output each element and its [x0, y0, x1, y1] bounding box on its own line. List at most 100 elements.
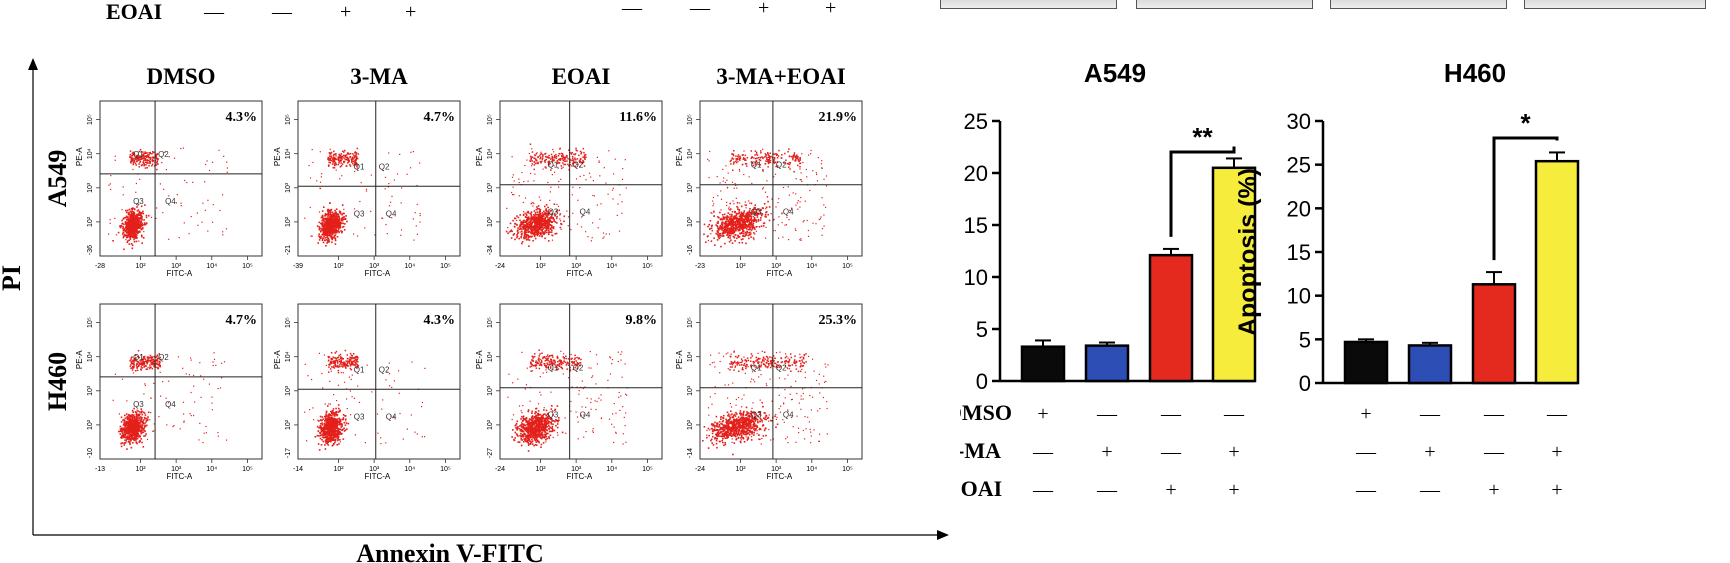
y-tick-label: 10² [87, 216, 94, 227]
bar [1343, 340, 1389, 385]
treatment-sign: + [1228, 479, 1239, 501]
y-tick-label: 5 [1299, 327, 1311, 352]
quadrant-label: Q2 [379, 365, 390, 374]
y-tick-label: 10⁴ [285, 351, 292, 362]
y-tick-label: 10⁵ [487, 114, 494, 125]
treatment-label: EOAI [960, 476, 1002, 501]
y-min-label: -17 [285, 448, 292, 458]
scatter-dots [304, 147, 421, 247]
quadrant-label: Q3 [354, 209, 365, 218]
x-min-label: -24 [495, 263, 505, 270]
bar-chart: H460 Apoptosis (%) 0 5 10 15 20 25 30 * + — — — — + — + — —… [1234, 58, 1580, 501]
x-tick-label: 10³ [369, 263, 380, 270]
y-min-label: -27 [487, 448, 494, 458]
bar [1020, 345, 1066, 383]
column-title: EOAI [552, 64, 611, 89]
quadrant-label: Q1 [133, 353, 144, 362]
y-tick-label: 10 [1287, 284, 1311, 309]
significance-bracket [1169, 146, 1236, 237]
y-axis-title: PE-A [273, 147, 282, 166]
y-tick-label: 10⁵ [285, 114, 292, 125]
y-tick-label: 10² [687, 419, 694, 430]
y-axis-title: PE-A [475, 350, 484, 369]
y-min-label: -16 [687, 245, 694, 255]
x-min-label: -14 [293, 466, 303, 473]
treatment-sign: — [1032, 479, 1054, 501]
x-tick-label: 10⁵ [440, 466, 451, 473]
quadrant-label: Q1 [133, 150, 144, 159]
x-tick-label: 10³ [171, 466, 182, 473]
plot-frame [99, 100, 263, 257]
top-eoai-label: EOAI [106, 0, 163, 24]
treatment-label: 3-MA [960, 438, 1001, 463]
quadrant-percent: 21.9% [819, 110, 858, 125]
y-tick-label: 25 [1287, 153, 1311, 178]
x-min-label: -24 [695, 466, 705, 473]
western-blot-strip [1136, 0, 1313, 9]
scatter-dots [304, 349, 426, 451]
top-sign: — [622, 0, 642, 19]
quadrant-label: Q3 [133, 197, 144, 206]
quadrant-label: Q4 [580, 411, 591, 420]
flow-plot: Q1 Q2 Q3 Q4 4.7% 10² 10³ 10⁴ 10⁵ -13 FITC-A 10² 10³ 1… [75, 303, 263, 481]
quadrant-label: Q4 [165, 400, 176, 409]
y-tick-label: 10³ [87, 182, 94, 193]
treatment-sign: + [1228, 441, 1239, 463]
x-tick-label: 10⁵ [842, 263, 853, 270]
y-tick-label: 10³ [687, 182, 694, 193]
quadrant-label: Q3 [548, 411, 559, 420]
x-tick-label: 10⁴ [806, 466, 817, 473]
top-strip: EOAI — — + + — — + + [0, 0, 1730, 30]
x-tick-label: 10² [735, 466, 746, 473]
treatment-sign: — [1546, 403, 1568, 425]
x-tick-label: 10³ [571, 263, 582, 270]
treatment-sign: + [1360, 403, 1371, 425]
quadrant-label: Q4 [783, 208, 794, 217]
top-sign: + [340, 1, 352, 23]
treatment-sign: — [1096, 479, 1118, 501]
y-tick-label: 10³ [487, 385, 494, 396]
x-tick-label: 10⁵ [642, 466, 653, 473]
y-min-label: -21 [285, 245, 292, 255]
top-sign: — [690, 0, 710, 19]
x-tick-label: 10³ [771, 466, 782, 473]
y-axis-title: PE-A [273, 350, 282, 369]
bar [1407, 344, 1453, 385]
treatment-sign: — [1483, 441, 1505, 463]
y-tick-label: 15 [1287, 240, 1311, 265]
y-tick-label: 20 [964, 161, 988, 186]
row-label: H460 [43, 352, 72, 411]
flow-plot: Q1 Q2 Q3 Q4 25.3% 10² 10³ 10⁴ 10⁵ -24 FITC-A 10² 10³… [675, 303, 863, 481]
y-axis-title: PE-A [75, 350, 84, 369]
y-tick-label: 10³ [285, 385, 292, 396]
x-tick-label: 10⁴ [206, 263, 217, 270]
quadrant-label: Q3 [548, 208, 559, 217]
y-min-label: -36 [87, 245, 94, 255]
x-axis-title: FITC-A [166, 269, 192, 278]
top-sign: — [272, 1, 292, 23]
treatment-sign: + [1488, 479, 1499, 501]
flow-plot: Q1 Q2 Q3 Q4 4.3% 10² 10³ 10⁴ 10⁵ -14 FITC-A 10² 10³ 1… [273, 303, 461, 481]
treatment-label: DMSO [960, 400, 1012, 425]
y-tick-label: 10⁵ [285, 317, 292, 328]
y-tick-label: 0 [976, 369, 988, 394]
x-axis-title: FITC-A [364, 269, 390, 278]
quadrant-label: Q2 [158, 353, 169, 362]
quadrant-label: Q1 [548, 364, 559, 373]
x-tick-label: 10³ [369, 466, 380, 473]
x-tick-label: 10⁵ [242, 466, 253, 473]
quadrant-label: Q1 [751, 161, 762, 170]
quadrant-label: Q4 [580, 208, 591, 217]
quadrant-label: Q3 [354, 412, 365, 421]
x-tick-label: 10³ [171, 263, 182, 270]
bar [1148, 253, 1194, 383]
quadrant-label: Q2 [573, 364, 584, 373]
quadrant-label: Q2 [573, 161, 584, 170]
treatment-sign: — [1160, 403, 1182, 425]
quadrant-label: Q1 [354, 365, 365, 374]
y-tick-label: 10⁵ [87, 114, 94, 125]
column-title: DMSO [147, 64, 216, 89]
flow-plot: Q1 Q2 Q3 Q4 21.9% 10² 10³ 10⁴ 10⁵ -23 FITC-A 10² 10³… [675, 100, 863, 278]
y-tick-label: 25 [964, 109, 988, 134]
quadrant-percent: 4.7% [226, 313, 258, 328]
